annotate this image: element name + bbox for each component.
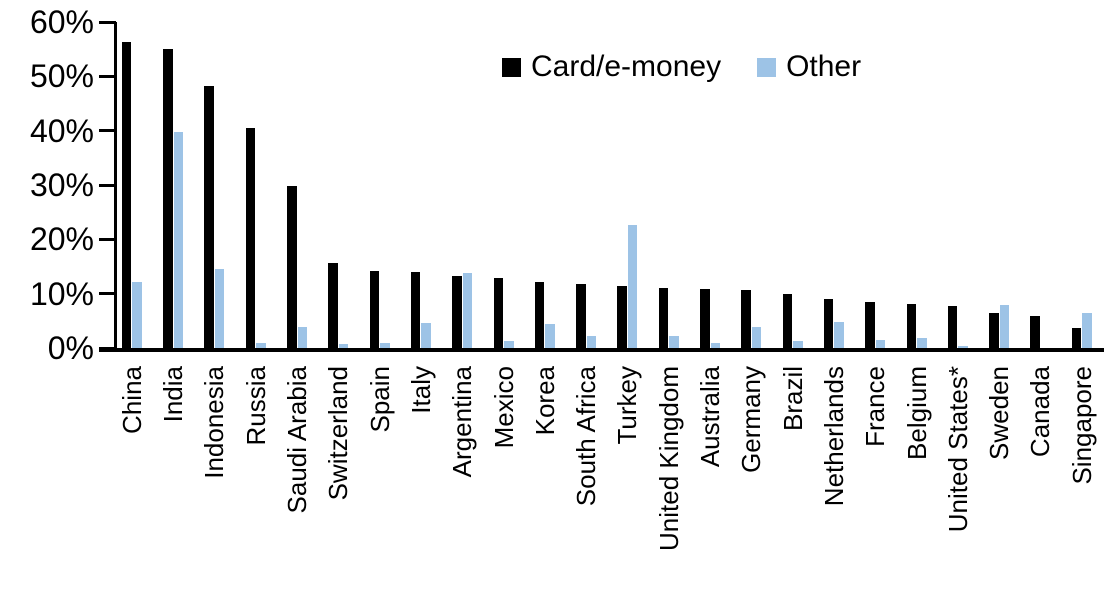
y-axis-line: [114, 22, 117, 352]
bar-other: [297, 327, 307, 348]
y-axis-label: 40%: [29, 112, 94, 149]
category-label: Switzerland: [323, 366, 354, 501]
legend-swatch-other: [757, 57, 777, 77]
bar-card-emoney: [906, 303, 916, 348]
bar-card-emoney: [410, 271, 421, 348]
y-axis-label: 20%: [29, 221, 94, 258]
category-label: Sweden: [984, 366, 1015, 460]
bar-card-emoney: [741, 290, 751, 348]
bar-card-emoney: [534, 281, 545, 348]
bar-other: [751, 326, 762, 348]
bar-card-emoney: [700, 289, 710, 348]
category-label: United States*: [942, 366, 973, 533]
bar-other: [627, 224, 638, 348]
bar-other: [380, 342, 390, 348]
bar-other: [669, 335, 679, 348]
bar-card-emoney: [658, 288, 669, 348]
y-axis-tick: [99, 74, 116, 78]
bar-other: [710, 343, 720, 348]
category-label: Turkey: [612, 366, 643, 445]
y-axis-tick: [99, 292, 116, 296]
bar-card-emoney: [369, 270, 380, 348]
bar-other: [793, 341, 803, 348]
category-label: China: [116, 366, 147, 434]
legend: Card/e-money Other: [502, 50, 861, 84]
legend-label-card-emoney: Card/e-money: [531, 50, 722, 83]
category-label: Spain: [364, 366, 395, 433]
bar-other: [462, 273, 473, 348]
category-label: Belgium: [901, 366, 932, 460]
category-label: Argentina: [447, 366, 478, 478]
legend-label-other: Other: [786, 50, 862, 83]
bar-card-emoney: [1030, 315, 1040, 348]
bar-other: [999, 304, 1010, 348]
category-label: United Kingdom: [653, 366, 684, 551]
category-label: Mexico: [488, 366, 519, 449]
y-axis-label: 10%: [29, 275, 94, 312]
y-axis-tick: [99, 346, 116, 350]
bar-card-emoney: [823, 298, 834, 348]
category-label: Singapore: [1066, 366, 1097, 485]
bar-card-emoney: [493, 278, 503, 348]
y-axis-tick: [99, 20, 116, 24]
bar-other: [917, 337, 927, 348]
y-axis-label: 0%: [47, 330, 94, 366]
category-label: Indonesia: [199, 366, 230, 479]
bar-card-emoney: [121, 42, 132, 348]
bar-card-emoney: [576, 284, 586, 348]
x-axis-line: [99, 348, 1104, 352]
bar-card-emoney: [452, 275, 462, 348]
category-label: South Africa: [571, 366, 602, 507]
y-axis-label: 50%: [29, 58, 94, 95]
y-axis-tick: [99, 129, 116, 133]
bar-other: [958, 346, 968, 348]
bar-card-emoney: [287, 186, 297, 348]
bar-other: [1082, 312, 1092, 348]
bar-other: [173, 132, 184, 348]
category-label: Saudi Arabia: [282, 366, 312, 514]
category-label: Russia: [240, 366, 271, 446]
bar-card-emoney: [245, 128, 256, 348]
category-label: Brazil: [777, 366, 808, 432]
y-axis-tick: [99, 183, 116, 187]
bar-other: [338, 344, 349, 348]
y-axis-tick: [99, 237, 116, 241]
bar-card-emoney: [782, 293, 793, 348]
category-label: Italy: [405, 366, 436, 414]
y-axis-label: 60%: [29, 4, 94, 40]
bar-other: [545, 323, 555, 348]
bar-other: [586, 335, 597, 348]
bar-card-emoney: [947, 306, 958, 348]
bar-other: [875, 339, 886, 348]
category-label: Australia: [695, 366, 725, 468]
bar-card-emoney: [617, 285, 627, 348]
bar-other: [132, 281, 142, 348]
bar-other: [504, 340, 514, 348]
bar-card-emoney: [204, 86, 214, 348]
bar-card-emoney: [989, 313, 999, 348]
bar-other: [214, 268, 225, 348]
bar-card-emoney: [1071, 327, 1082, 348]
legend-swatch-card-emoney: [502, 57, 521, 77]
category-label: France: [860, 366, 891, 447]
category-label: India: [158, 366, 189, 423]
bar-card-emoney: [163, 49, 173, 348]
bar-other: [421, 323, 431, 348]
y-axis-label: 30%: [29, 167, 94, 203]
bar-card-emoney: [865, 301, 875, 348]
category-label: Netherlands: [818, 366, 849, 507]
bar-other: [256, 342, 266, 348]
category-label: Korea: [529, 366, 560, 436]
bar-card-emoney: [328, 263, 338, 348]
category-label: Canada: [1025, 366, 1056, 458]
bar-other: [834, 322, 844, 348]
category-label: Germany: [736, 366, 767, 473]
